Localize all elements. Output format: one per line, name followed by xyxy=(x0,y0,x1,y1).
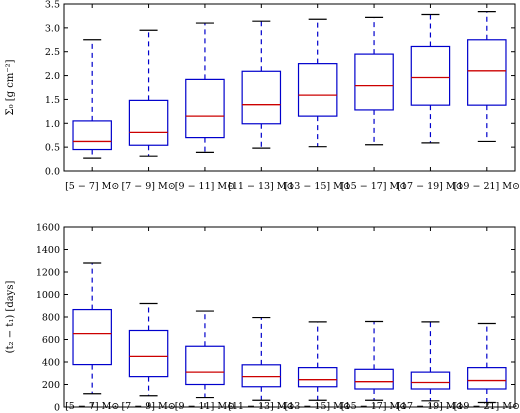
box-iqr xyxy=(241,364,282,388)
y-tick-label: 3.5 xyxy=(45,0,60,11)
box-iqr xyxy=(354,368,394,390)
x-category-label: [7 − 9] M⊙ xyxy=(121,401,175,412)
x-category-label: [17 − 19] M⊙ xyxy=(397,181,463,192)
box-iqr xyxy=(297,367,338,388)
y-tick-label: 1.0 xyxy=(45,119,60,130)
y-tick-label: 800 xyxy=(42,313,60,324)
y-tick-label: 1000 xyxy=(36,290,60,301)
y-tick-label: 1200 xyxy=(36,268,60,279)
box-iqr xyxy=(72,120,112,151)
x-category-label: [19 − 21] M⊙ xyxy=(454,401,520,412)
plot-frame xyxy=(63,3,516,172)
box-iqr xyxy=(297,63,338,117)
y-axis-label: (t₂ − t₁) [days] xyxy=(5,281,16,354)
y-tick-label: 1600 xyxy=(36,223,60,234)
x-category-label: [5 − 7] M⊙ xyxy=(65,181,119,192)
x-category-label: [7 − 9] M⊙ xyxy=(121,181,175,192)
x-category-label: [9 − 11] M⊙ xyxy=(175,401,235,412)
box-iqr xyxy=(241,70,282,125)
box-iqr xyxy=(410,371,451,390)
y-tick-label: 2.0 xyxy=(45,71,60,82)
box-iqr xyxy=(185,345,225,386)
x-category-label: [5 − 7] M⊙ xyxy=(65,401,119,412)
box-iqr xyxy=(467,367,507,390)
y-tick-label: 200 xyxy=(42,380,60,391)
x-category-label: [11 − 13] M⊙ xyxy=(228,181,294,192)
x-category-label: [9 − 11] M⊙ xyxy=(175,181,235,192)
y-tick-label: 600 xyxy=(42,335,60,346)
x-category-label: [19 − 21] M⊙ xyxy=(454,181,520,192)
y-tick-label: 1400 xyxy=(36,245,60,256)
x-category-label: [17 − 19] M⊙ xyxy=(397,401,463,412)
box-iqr xyxy=(410,45,451,106)
box-iqr xyxy=(128,329,169,378)
y-tick-label: 400 xyxy=(42,358,60,369)
x-category-label: [11 − 13] M⊙ xyxy=(228,401,294,412)
x-category-label: [15 − 17] M⊙ xyxy=(341,181,407,192)
box-iqr xyxy=(467,39,507,106)
y-tick-label: 0.0 xyxy=(45,167,60,178)
box-iqr xyxy=(128,99,169,146)
x-category-label: [13 − 15] M⊙ xyxy=(285,401,351,412)
y-tick-label: 2.5 xyxy=(45,47,60,58)
box-iqr xyxy=(354,53,394,111)
x-category-label: [15 − 17] M⊙ xyxy=(341,401,407,412)
x-category-label: [13 − 15] M⊙ xyxy=(285,181,351,192)
y-tick-label: 0 xyxy=(54,403,60,413)
y-tick-label: 1.5 xyxy=(45,95,60,106)
top-panel: 0.0 0.5 1.0 1.5 2.0 2.5 3.0 3.5 Σ₀ [g cm⁻²] [5 − … xyxy=(5,0,520,192)
box-iqr xyxy=(72,308,112,366)
y-tick-label: 0.5 xyxy=(45,143,60,154)
box-iqr xyxy=(185,78,225,139)
y-tick-label: 3.0 xyxy=(45,23,60,34)
y-axis-label: Σ₀ [g cm⁻²] xyxy=(5,59,16,115)
bottom-panel: 0 200 400 600 800 1000 1200 1400 1600 (t₂ − t₁) [… xyxy=(5,223,520,413)
